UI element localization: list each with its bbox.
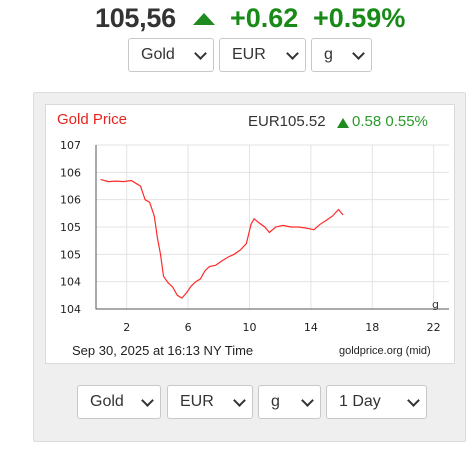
- unit-select-value: g: [324, 46, 333, 63]
- bottom-metal-value: Gold: [90, 393, 124, 410]
- currency-select-value: EUR: [232, 46, 266, 63]
- price-series-line: [100, 178, 344, 299]
- y-tick-label: 104: [60, 303, 81, 316]
- x-tick-label: 22: [427, 321, 441, 334]
- chevron-down-icon: [286, 47, 299, 60]
- chevron-down-icon: [233, 394, 246, 407]
- bottom-currency-value: EUR: [180, 393, 214, 410]
- y-tick-label: 105: [60, 248, 81, 261]
- chart-price: EUR105.52: [248, 113, 326, 130]
- chart-change: 0.58 0.55%: [352, 113, 428, 130]
- x-tick-label: 18: [365, 321, 379, 334]
- price-header: 105,56 +0.62 +0.59%: [0, 3, 475, 33]
- price-chart: 107 106 106 105 105 104 104 2 6 10 14 18 22 g: [60, 139, 449, 334]
- y-tick-label: 104: [60, 276, 81, 289]
- bottom-unit-value: g: [271, 393, 280, 410]
- metal-select-value: Gold: [141, 46, 175, 63]
- up-arrow-icon: [193, 13, 215, 25]
- unit-label: g: [432, 298, 439, 311]
- currency-select[interactable]: EUR: [219, 38, 306, 72]
- chevron-down-icon: [407, 394, 420, 407]
- y-tick-label: 107: [60, 139, 81, 152]
- x-tick-label: 14: [304, 321, 318, 334]
- x-tick-label: 10: [242, 321, 256, 334]
- up-arrow-icon: [337, 118, 349, 128]
- y-tick-label: 106: [60, 166, 81, 179]
- y-tick-label: 105: [60, 221, 81, 234]
- y-tick-label: 106: [60, 194, 81, 207]
- price-change: +0.62: [230, 3, 299, 33]
- chevron-down-icon: [194, 47, 207, 60]
- chart-axes: [95, 145, 449, 310]
- bottom-unit-select[interactable]: g: [258, 385, 321, 419]
- period-select[interactable]: 1 Day: [326, 385, 427, 419]
- chart-date: Sep 30, 2025 at 16:13 NY Time: [72, 343, 254, 358]
- chevron-down-icon: [301, 394, 314, 407]
- chevron-down-icon: [141, 394, 154, 407]
- chart-source: goldprice.org (mid): [339, 345, 431, 357]
- price-change-percent: +0.59%: [313, 3, 406, 33]
- chart-title: Gold Price: [57, 111, 128, 128]
- unit-select[interactable]: g: [311, 38, 372, 72]
- metal-select[interactable]: Gold: [128, 38, 214, 72]
- chart-card: Gold Price EUR105.52 0.58 0.55% 107 106 10…: [45, 104, 455, 364]
- current-price: 105,56: [95, 3, 176, 33]
- x-tick-label: 6: [185, 321, 192, 334]
- x-tick-label: 2: [123, 321, 130, 334]
- chevron-down-icon: [352, 47, 365, 60]
- bottom-metal-select[interactable]: Gold: [77, 385, 161, 419]
- period-select-value: 1 Day: [339, 393, 381, 410]
- bottom-currency-select[interactable]: EUR: [167, 385, 253, 419]
